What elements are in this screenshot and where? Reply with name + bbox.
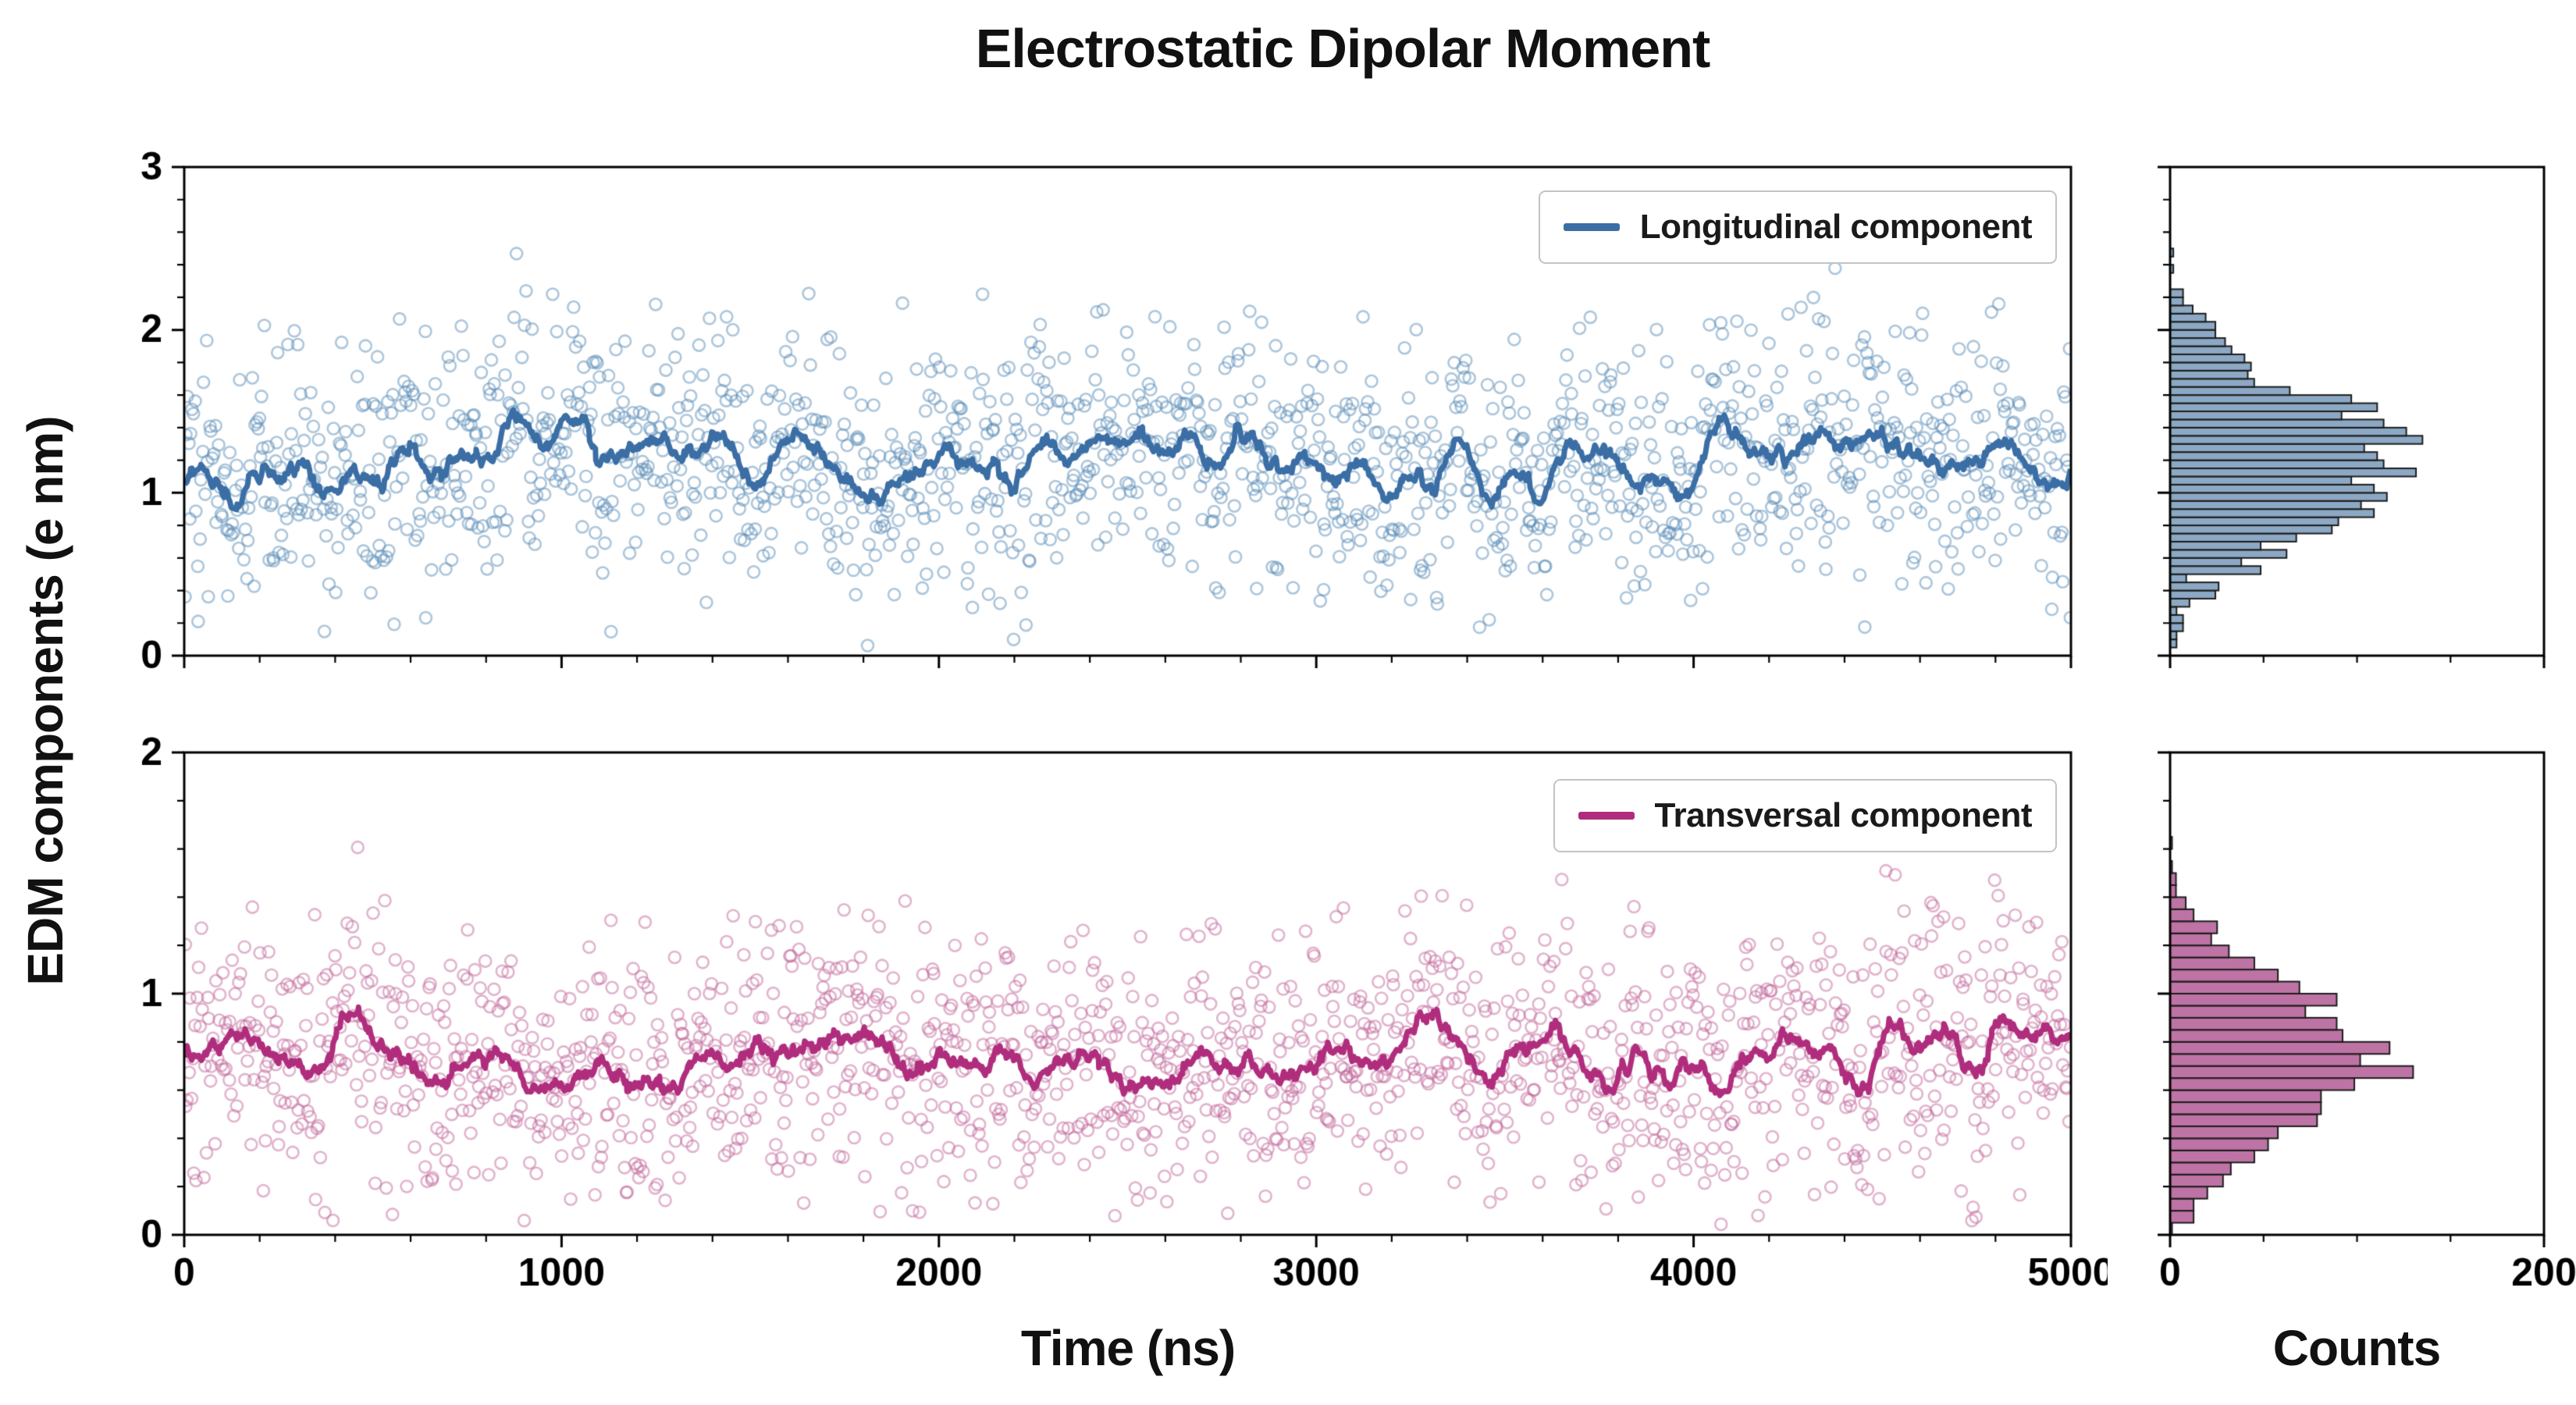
x-axis-label-main: Time (ns) <box>1020 1320 1236 1376</box>
longitudinal-legend-swatch <box>1563 223 1620 231</box>
longitudinal-histogram-canvas <box>2095 140 2576 726</box>
longitudinal-histogram-panel <box>2095 140 2576 726</box>
longitudinal-legend-label: Longitudinal component <box>1639 208 2033 246</box>
y-axis-label: EDM components (e nm) <box>17 416 73 986</box>
chart-title: Electrostatic Dipolar Moment <box>975 18 1711 79</box>
transversal-legend: Transversal component <box>1553 779 2057 852</box>
x-axis-label-hist: Counts <box>2272 1320 2441 1376</box>
transversal-histogram-panel <box>2095 726 2576 1343</box>
transversal-legend-label: Transversal component <box>1654 796 2033 834</box>
longitudinal-legend: Longitudinal component <box>1538 190 2057 264</box>
transversal-legend-swatch <box>1578 812 1635 820</box>
transversal-histogram-canvas <box>2095 726 2576 1343</box>
